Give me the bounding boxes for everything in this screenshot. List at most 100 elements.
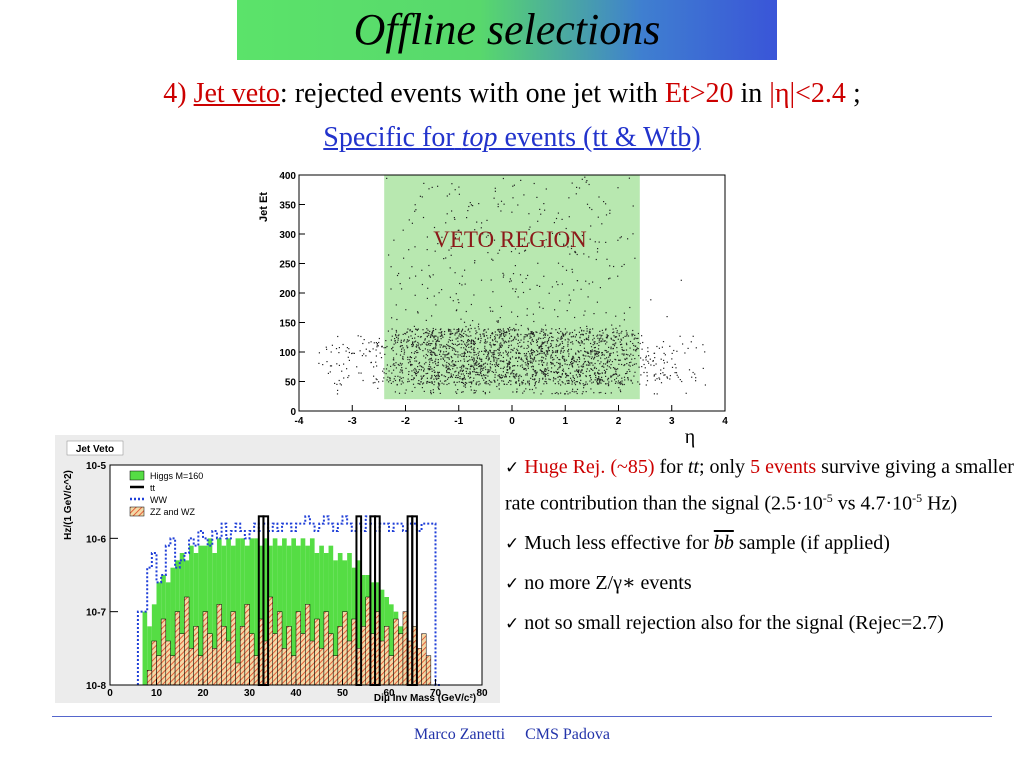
heading-link[interactable]: Jet veto [193, 78, 280, 109]
scatter-point [487, 252, 489, 254]
scatter-point [586, 203, 589, 205]
scatter-point [446, 213, 448, 215]
scatter-point [469, 371, 471, 373]
scatter-point [616, 373, 618, 375]
scatter-point [506, 354, 508, 356]
subheading-link[interactable]: Specific for top events (tt & Wtb) [0, 122, 1024, 154]
scatter-point [530, 336, 532, 338]
scatter-point [608, 356, 610, 358]
scatter-point [611, 361, 613, 363]
scatter-point [551, 356, 554, 359]
scatter-point [445, 257, 447, 259]
scatter-point [464, 383, 466, 385]
scatter-point [461, 340, 463, 342]
scatter-point [515, 357, 517, 359]
scatter-point [431, 374, 433, 377]
scatter-point [490, 310, 492, 312]
scatter-point [542, 390, 544, 392]
scatter-point [397, 375, 399, 377]
scatter-point [561, 374, 563, 376]
scatter-point [570, 336, 572, 338]
scatter-point [541, 350, 543, 352]
scatter-point [508, 360, 510, 362]
scatter-point [520, 179, 522, 181]
scatter-point [528, 242, 530, 244]
scatter-point [543, 331, 545, 333]
scatter-point [594, 346, 596, 349]
scatter-point [425, 361, 427, 364]
scatter-point [497, 203, 499, 205]
scatter-point [512, 365, 514, 367]
scatter-point [487, 234, 489, 237]
scatter-point [541, 348, 544, 350]
subheading-before: Specific for [323, 122, 455, 153]
scatter-point [433, 347, 435, 349]
scatter-point [454, 334, 456, 336]
legend-label: Higgs M=160 [150, 471, 203, 481]
scatter-point [554, 351, 556, 353]
scatter-point [536, 284, 538, 286]
scatter-point [421, 283, 423, 286]
scatter-point [476, 357, 479, 360]
scatter-point [541, 359, 543, 362]
zz-wz-bar [337, 626, 343, 686]
scatter-point [431, 370, 433, 372]
scatter-point [497, 365, 499, 367]
scatter-point [617, 380, 620, 382]
scatter-point [534, 370, 536, 372]
scatter-point [537, 338, 539, 340]
scatter-point [580, 288, 582, 290]
scatter-point [580, 365, 582, 367]
scatter-point [675, 367, 677, 369]
scatter-point [434, 353, 436, 356]
scatter-point [586, 368, 588, 370]
scatter-point [500, 354, 502, 357]
scatter-point [451, 183, 453, 185]
scatter-point [492, 310, 494, 312]
scatter-point [573, 289, 575, 291]
scatter-point [610, 367, 612, 369]
scatter-point [417, 371, 419, 374]
scatter-point [589, 331, 591, 333]
scatter-point [515, 381, 517, 383]
scatter-point [543, 203, 545, 205]
scatter-point [499, 331, 501, 334]
scatter-point [480, 370, 482, 373]
scatter-point [517, 296, 519, 298]
scatter-point [499, 343, 501, 345]
scatter-point [561, 337, 563, 339]
scatter-point [575, 252, 577, 254]
scatter-point [579, 337, 581, 339]
scatter-point [392, 350, 394, 352]
scatter-point [585, 338, 587, 341]
bullet4-text: not so small rejection also for the sign… [524, 611, 944, 634]
scatter-point [617, 239, 619, 241]
scatter-point [483, 379, 485, 381]
scatter-point [615, 315, 617, 317]
scatter-point [484, 340, 486, 342]
scatter-point [499, 317, 501, 319]
scatter-point [520, 375, 522, 378]
subheading-italic: top [461, 122, 498, 153]
scatter-point [408, 249, 410, 251]
scatter-point [565, 227, 567, 230]
scatter-point [541, 356, 543, 358]
scatter-point [590, 351, 592, 353]
scatter-point [447, 328, 450, 330]
scatter-point [343, 363, 345, 365]
y-tick-label: 0 [290, 407, 296, 418]
y-tick-label: 10-8 [86, 681, 106, 692]
scatter-point [430, 334, 432, 336]
scatter-point [459, 282, 461, 285]
scatter-point [428, 334, 430, 336]
scatter-point [507, 365, 509, 367]
scatter-point [676, 350, 678, 352]
scatter-point [465, 310, 467, 313]
scatter-point [481, 365, 483, 367]
scatter-point [493, 356, 495, 358]
scatter-point [506, 331, 508, 334]
scatter-point [407, 358, 409, 361]
scatter-point [448, 382, 450, 385]
scatter-point [422, 366, 424, 369]
scatter-point [360, 372, 362, 374]
